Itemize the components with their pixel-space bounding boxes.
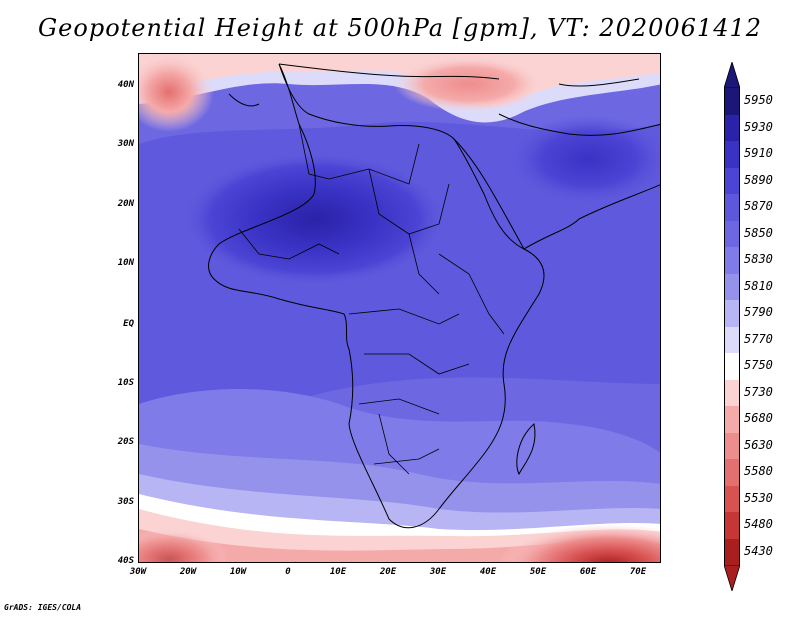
field-sahara-high [183,152,446,286]
colorbar-swatch [724,114,740,141]
lat-label: 30N [117,139,134,149]
med-coast [278,63,500,80]
lon-label: 30W [129,567,147,577]
colorbar-swatch [724,300,740,327]
field-sw-low [139,529,229,562]
lat-label: 40N [117,80,134,90]
chart-title: Geopotential Height at 500hPa [gpm], VT:… [38,14,762,42]
map-panel [138,53,661,563]
coastlines [208,63,660,529]
turkey-coast [558,78,640,87]
africa-coast [208,63,545,529]
colorbar-level-label: 5750 [744,358,773,373]
field-med-trough [394,56,544,112]
colorbar-level-label: 5430 [744,543,773,558]
field-southern-low [499,524,660,562]
colorbar-bottom-arrow [724,565,740,591]
lat-label: 30S [117,497,134,507]
colorbar-swatch [724,141,740,168]
arabia-coast [453,138,660,250]
colorbar-level-label: 5790 [744,305,773,320]
colorbar-level-label: 5770 [744,331,773,346]
colorbar-swatch [724,353,740,380]
lat-label: 10N [117,258,134,268]
colorbar-level-label: 5830 [744,252,773,267]
colorbar-level-label: 5870 [744,199,773,214]
colorbar-swatch [724,167,740,194]
colorbar-swatch [724,538,740,565]
iberia-coast [228,93,260,107]
colorbar-level-label: 5810 [744,278,773,293]
lon-label: 70E [629,567,647,577]
colorbar-swatch [724,459,740,486]
levant-coast [498,113,660,136]
colorbar-level-label: 5580 [744,464,773,479]
colorbar-level-label: 5850 [744,225,773,240]
colorbar-swatch [724,379,740,406]
lon-label: 20W [179,567,197,577]
colorbar-level-label: 5480 [744,517,773,532]
colorbar-level-label: 5730 [744,384,773,399]
lon-label: 50E [529,567,547,577]
lat-label: 20S [117,437,134,447]
lat-label: 20N [117,199,134,209]
colorbar-level-label: 5890 [744,172,773,187]
lon-label: 20E [379,567,397,577]
colorbar-swatch [724,326,740,353]
colorbar-level-label: 5630 [744,437,773,452]
colorbar-swatch [724,432,740,459]
lon-label: 30E [429,567,447,577]
lat-label: 10S [117,378,134,388]
colorbar-swatch [724,273,740,300]
colorbar-level-label: 5950 [744,93,773,108]
lon-label: 10W [229,567,247,577]
colorbar-swatch [724,220,740,247]
colorbar-level-label: 5910 [744,146,773,161]
colorbar-level-label: 5680 [744,411,773,426]
colorbar-top-arrow [724,62,740,88]
colorbar-swatch [724,247,740,274]
colorbar-level-label: 5930 [744,119,773,134]
lat-label: EQ [123,319,134,329]
grads-credit: GrADS: IGES/COLA [4,603,82,612]
colorbar-swatch [724,194,740,221]
field-nw-trough [139,54,214,132]
colorbar-swatch [724,512,740,539]
lon-label: 10E [329,567,347,577]
lon-label: 60E [579,567,597,577]
height-field-map [139,54,660,562]
madagascar-coast [516,423,536,476]
lat-label: 40S [117,556,134,566]
colorbar-level-label: 5530 [744,490,773,505]
colorbar-swatch [724,88,740,115]
field-arabia-high [509,114,660,204]
lon-label: 40E [479,567,497,577]
country-borders [238,123,505,475]
colorbar-swatch [724,485,740,512]
colorbar-swatch [724,406,740,433]
lon-label: 0 [285,567,291,577]
